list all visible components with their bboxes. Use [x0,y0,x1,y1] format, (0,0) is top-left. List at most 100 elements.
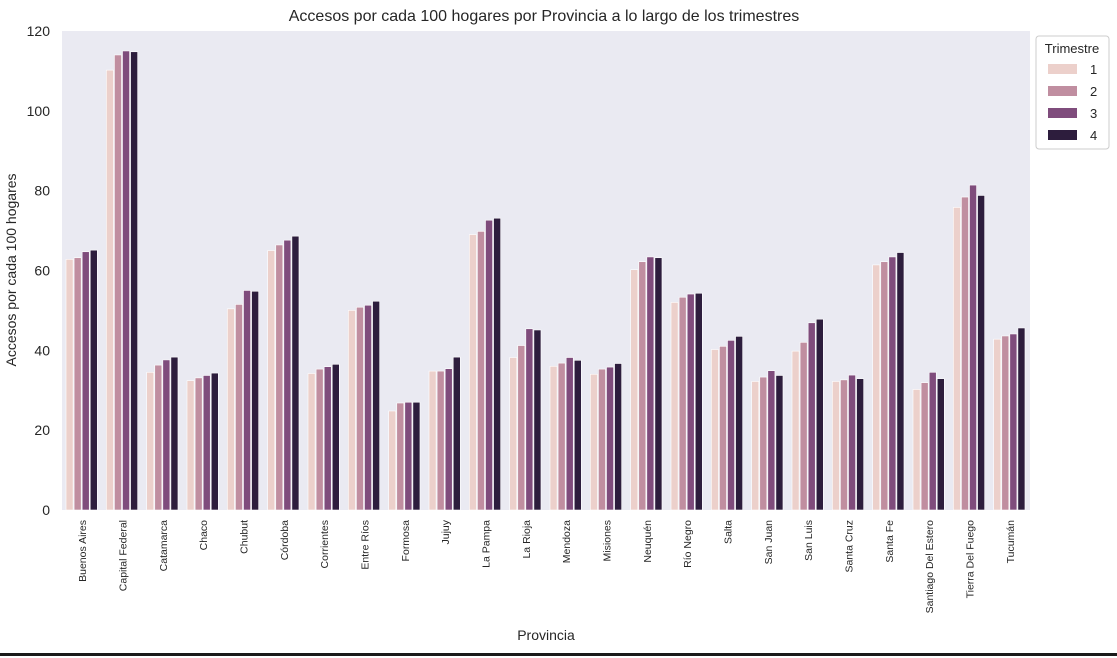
bar-buenos-aires-q4 [89,249,98,511]
legend-swatch-2 [1048,86,1077,96]
y-tick-label: 40 [34,342,50,358]
bar-santiago-del-estero-q4 [936,378,945,511]
legend-label-2: 2 [1090,84,1097,99]
x-tick-label: Misiones [602,520,614,561]
bars-group [65,50,1026,511]
bar-tucumán-q3 [1009,333,1018,511]
bar-tierra-del-fuego-q1 [953,207,961,511]
x-tick-label: Santiago Del Estero [924,520,936,614]
x-tick-label: Córdoba [279,520,291,560]
x-tick-label: Jujuy [440,519,452,544]
bar-córdoba-q3 [283,239,292,511]
bar-la-pampa-q1 [469,234,477,511]
bar-buenos-aires-q2 [73,257,82,511]
bar-buenos-aires-q3 [81,251,90,511]
bar-misiones-q2 [598,368,606,511]
bar-río-negro-q3 [686,293,695,511]
bar-misiones-q3 [606,366,614,511]
bar-san-luis-q4 [815,318,824,511]
x-tick-label: Chubut [239,520,251,554]
bar-santa-cruz-q4 [856,378,864,511]
legend-swatch-3 [1048,108,1077,118]
bar-chaco-q1 [186,380,195,511]
y-axis: 0 20 40 60 80 100 120 [27,23,51,518]
bar-formosa-q4 [412,401,421,511]
bar-chubut-q4 [251,290,259,511]
y-axis-label: Accesos por cada 100 hogares [3,173,19,366]
bar-neuquén-q3 [646,256,655,511]
bar-chubut-q1 [227,308,235,511]
bar-chaco-q4 [210,372,219,511]
bar-santa-cruz-q3 [848,374,856,511]
bar-santiago-del-estero-q2 [920,382,929,511]
bar-capital-federal-q2 [114,54,122,511]
bar-la-rioja-q2 [517,345,526,511]
bar-salta-q4 [735,336,743,511]
x-tick-label: Tucumán [1005,520,1017,564]
bar-mendoza-q3 [565,357,574,511]
bar-la-pampa-q4 [493,217,501,511]
bar-la-rioja-q1 [509,357,518,511]
bar-entre-ríos-q2 [356,306,364,511]
bar-chaco-q3 [202,375,211,511]
legend-swatch-4 [1048,130,1077,140]
x-axis-label: Provincia [517,627,575,643]
x-tick-label: Corrientes [319,520,331,568]
bar-salta-q1 [711,349,719,511]
x-tick-label: Chaco [198,520,210,551]
bar-la-pampa-q3 [485,219,493,511]
x-tick-label: Río Negro [682,520,694,568]
bar-formosa-q2 [396,402,405,511]
bar-santa-fe-q2 [880,261,889,511]
x-axis: Buenos Aires Capital Federal Catamarca Chac… [77,519,1017,613]
bar-salta-q3 [727,340,735,511]
x-tick-label: Entre Ríos [360,520,372,570]
x-tick-label: Mendoza [561,520,573,563]
bar-santa-cruz-q2 [840,379,848,511]
bar-chubut-q2 [235,304,243,511]
bar-corrientes-q2 [315,368,324,511]
bar-santiago-del-estero-q1 [912,389,921,511]
bar-santiago-del-estero-q3 [928,371,937,511]
legend-title: Trimestre [1045,41,1099,56]
x-tick-label: Santa Cruz [844,520,856,573]
bar-san-luis-q3 [807,322,816,511]
y-tick-label: 80 [34,183,50,199]
bar-entre-ríos-q4 [372,300,380,511]
bar-santa-fe-q4 [896,252,905,511]
plot-area [62,31,1030,510]
bar-capital-federal-q3 [122,50,130,511]
bar-buenos-aires-q1 [65,259,74,511]
x-tick-label: Neuquén [642,520,654,563]
bar-tierra-del-fuego-q3 [969,184,977,511]
bar-río-negro-q2 [678,296,687,511]
legend-label-1: 1 [1090,62,1097,77]
bar-jujuy-q3 [444,368,453,511]
bar-formosa-q1 [388,410,397,511]
bar-chubut-q3 [243,290,251,511]
x-tick-label: Salta [723,520,735,544]
bar-salta-q2 [719,346,727,511]
x-tick-label: Tierra Del Fuego [965,520,977,599]
bar-misiones-q1 [590,373,598,511]
bar-la-rioja-q3 [525,328,534,511]
bar-neuquén-q4 [654,257,663,511]
bar-santa-fe-q1 [872,264,881,511]
x-tick-label: San Luis [803,520,815,561]
bar-catamarca-q3 [162,359,171,511]
x-tick-label: Catamarca [158,520,170,572]
bar-corrientes-q1 [307,373,316,511]
x-tick-label: Capital Federal [118,520,130,591]
legend-swatch-1 [1048,64,1077,74]
bar-san-juan-q4 [775,375,784,511]
x-tick-label: Buenos Aires [77,520,89,582]
bar-tierra-del-fuego-q2 [961,196,969,511]
bar-catamarca-q2 [154,364,163,511]
bar-la-pampa-q2 [477,231,485,511]
legend-label-3: 3 [1090,106,1097,121]
bar-córdoba-q1 [267,250,276,511]
bar-formosa-q3 [404,401,413,511]
bar-la-rioja-q4 [533,329,542,511]
x-tick-label: Formosa [400,520,412,562]
legend-label-4: 4 [1090,128,1097,143]
